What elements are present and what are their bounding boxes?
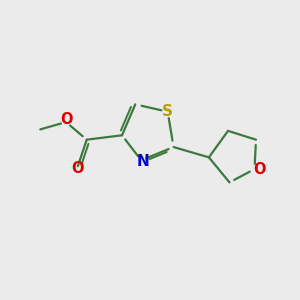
Text: O: O — [60, 112, 72, 128]
Text: N: N — [136, 154, 149, 169]
Text: O: O — [72, 161, 84, 176]
Text: S: S — [162, 104, 173, 119]
Text: O: O — [254, 162, 266, 177]
